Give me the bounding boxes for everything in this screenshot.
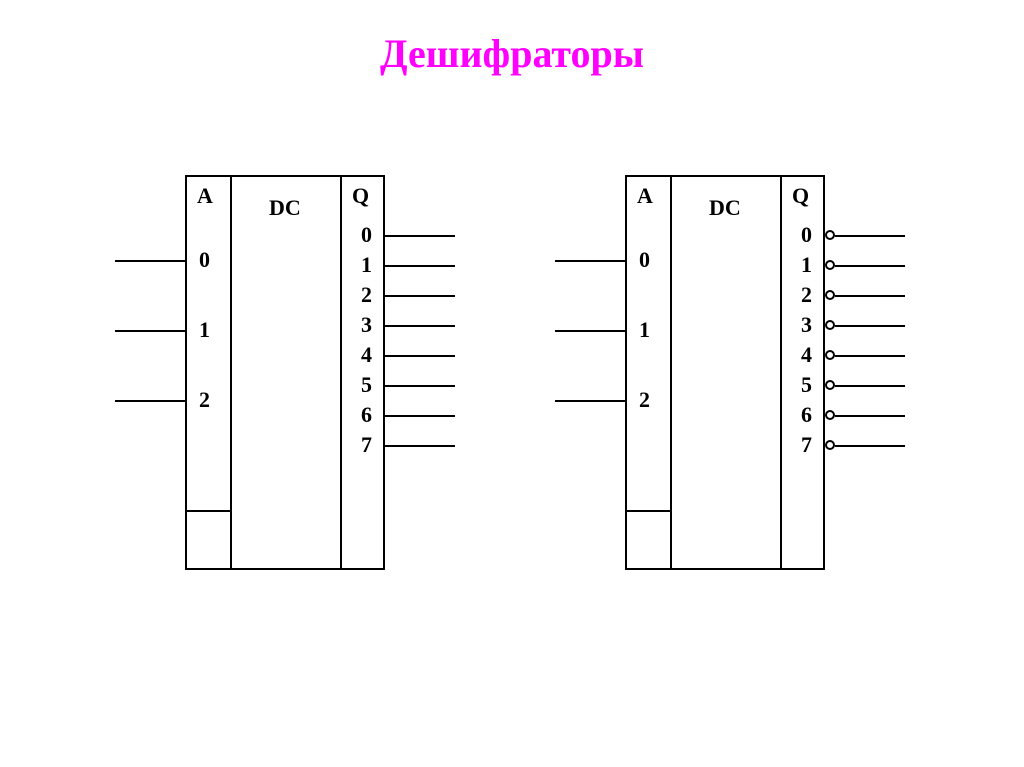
input-wire xyxy=(115,260,185,262)
output-wire xyxy=(835,265,905,267)
column-divider xyxy=(670,175,672,570)
output-wire xyxy=(385,265,455,267)
output-wire xyxy=(835,385,905,387)
inversion-bubble xyxy=(825,290,835,300)
output-wire xyxy=(385,325,455,327)
inversion-bubble xyxy=(825,320,835,330)
inversion-bubble xyxy=(825,440,835,450)
output-wire xyxy=(835,355,905,357)
col-label-q: Q xyxy=(352,185,369,207)
output-label: 6 xyxy=(361,404,372,426)
output-wire xyxy=(385,415,455,417)
input-label: 1 xyxy=(639,319,650,341)
output-label: 7 xyxy=(361,434,372,456)
decoder-left: A DC Q 0 1 2 0 1 2 3 4 5 6 7 xyxy=(185,175,385,570)
output-wire xyxy=(835,235,905,237)
output-label: 4 xyxy=(361,344,372,366)
section-divider xyxy=(185,510,230,512)
output-label: 1 xyxy=(801,254,812,276)
input-label: 1 xyxy=(199,319,210,341)
input-wire xyxy=(555,400,625,402)
output-label: 5 xyxy=(801,374,812,396)
input-label: 2 xyxy=(639,389,650,411)
output-wire xyxy=(835,415,905,417)
col-label-q: Q xyxy=(792,185,809,207)
output-label: 6 xyxy=(801,404,812,426)
inversion-bubble xyxy=(825,350,835,360)
output-label: 0 xyxy=(801,224,812,246)
section-divider xyxy=(625,510,670,512)
output-wire xyxy=(835,295,905,297)
input-wire xyxy=(555,330,625,332)
output-label: 3 xyxy=(361,314,372,336)
input-wire xyxy=(115,330,185,332)
input-label: 0 xyxy=(199,249,210,271)
output-wire xyxy=(835,325,905,327)
output-label: 0 xyxy=(361,224,372,246)
column-divider xyxy=(780,175,782,570)
inversion-bubble xyxy=(825,260,835,270)
output-wire xyxy=(385,235,455,237)
decoder-right: A DC Q 0 1 2 0 1 2 3 4 5 6 7 xyxy=(625,175,825,570)
output-wire xyxy=(385,445,455,447)
output-label: 2 xyxy=(361,284,372,306)
inversion-bubble xyxy=(825,380,835,390)
output-wire xyxy=(385,385,455,387)
col-label-dc: DC xyxy=(269,197,301,219)
col-label-a: A xyxy=(637,185,653,207)
input-wire xyxy=(115,400,185,402)
output-label: 3 xyxy=(801,314,812,336)
column-divider xyxy=(340,175,342,570)
output-label: 5 xyxy=(361,374,372,396)
input-label: 0 xyxy=(639,249,650,271)
input-label: 2 xyxy=(199,389,210,411)
output-label: 4 xyxy=(801,344,812,366)
output-wire xyxy=(385,295,455,297)
output-label: 1 xyxy=(361,254,372,276)
inversion-bubble xyxy=(825,230,835,240)
col-label-a: A xyxy=(197,185,213,207)
output-wire xyxy=(835,445,905,447)
page-title: Дешифраторы xyxy=(0,30,1024,77)
column-divider xyxy=(230,175,232,570)
output-label: 7 xyxy=(801,434,812,456)
col-label-dc: DC xyxy=(709,197,741,219)
output-label: 2 xyxy=(801,284,812,306)
output-wire xyxy=(385,355,455,357)
input-wire xyxy=(555,260,625,262)
inversion-bubble xyxy=(825,410,835,420)
